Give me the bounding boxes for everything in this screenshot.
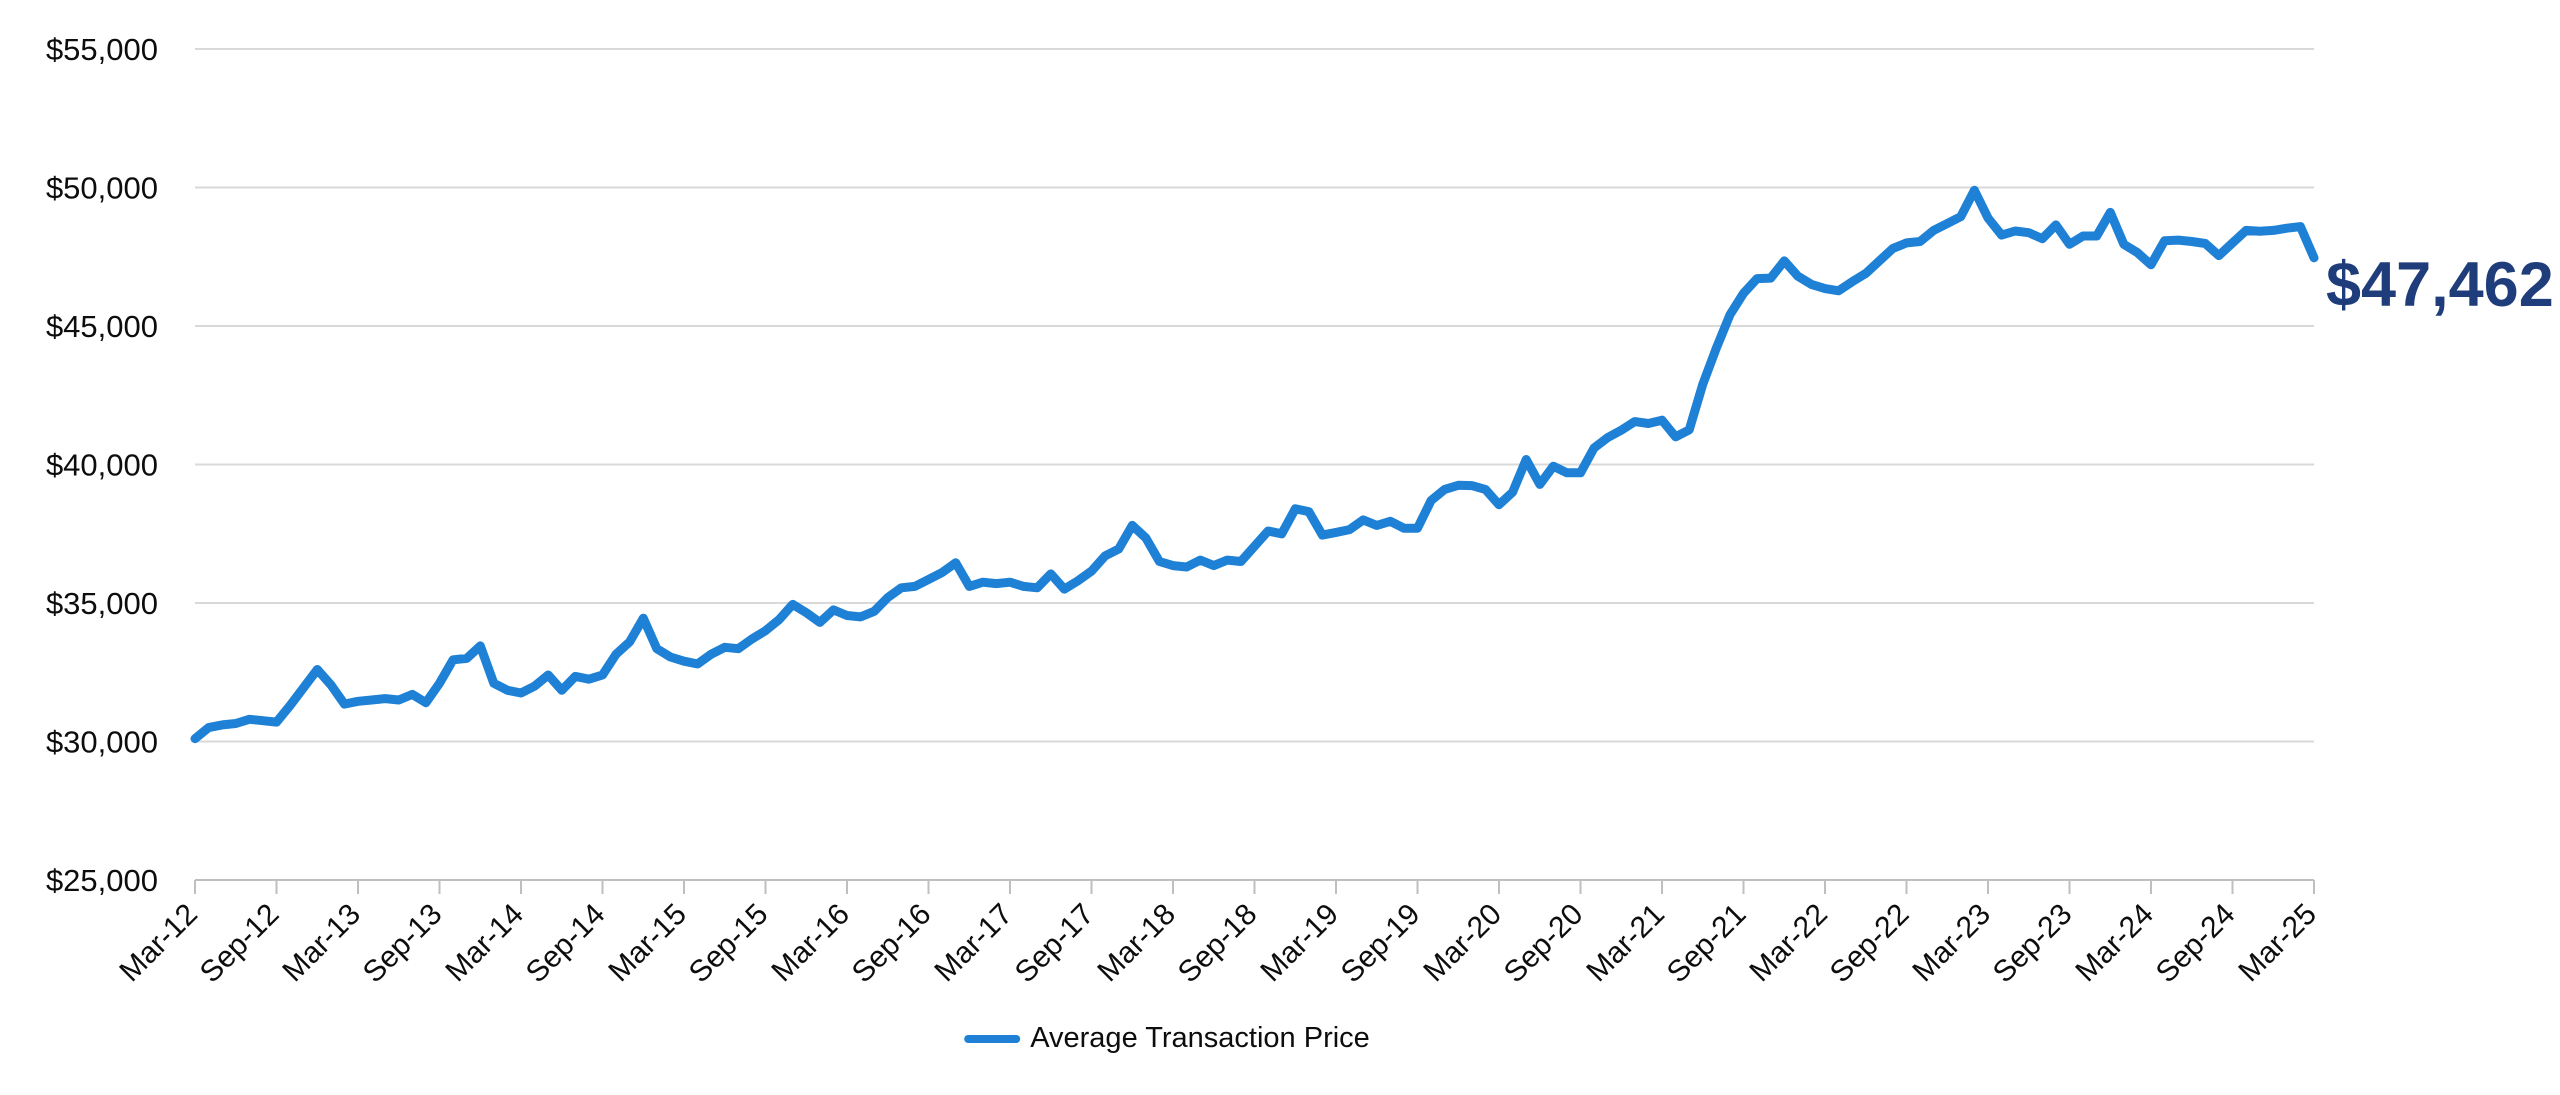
x-axis-tick-label: Mar-25 (2232, 898, 2323, 989)
x-axis-tick-label: Mar-19 (1254, 898, 1345, 989)
legend: Average Transaction Price (964, 1022, 1370, 1055)
x-axis-tick-label: Mar-20 (1417, 898, 1508, 989)
x-axis-tick-label: Mar-22 (1743, 898, 1834, 989)
legend-series-label: Average Transaction Price (1030, 1022, 1370, 1054)
x-axis-tick-label: Sep-19 (1335, 898, 1427, 990)
y-axis-tick-label: $35,000 (46, 586, 158, 621)
y-axis-tick-label: $40,000 (46, 448, 158, 483)
x-axis-tick-label: Mar-17 (928, 898, 1019, 989)
x-axis-tick-label: Sep-15 (683, 898, 775, 990)
x-axis-tick-label: Sep-21 (1661, 898, 1753, 990)
x-axis-tick-label: Mar-13 (276, 898, 367, 989)
x-axis-tick-label: Sep-16 (846, 898, 938, 990)
y-axis-tick-label: $55,000 (46, 32, 158, 67)
x-axis-tick-label: Sep-13 (357, 898, 449, 990)
x-axis-tick-label: Sep-17 (1009, 898, 1101, 990)
y-axis-tick-label: $45,000 (46, 309, 158, 344)
y-axis-tick-label: $30,000 (46, 725, 158, 760)
x-axis-tick-label: Sep-20 (1498, 898, 1590, 990)
x-axis-tick-label: Sep-22 (1824, 898, 1916, 990)
x-axis-tick-label: Sep-24 (2150, 898, 2242, 990)
x-axis-tick-label: Mar-12 (113, 898, 204, 989)
x-axis-tick-label: Mar-18 (1091, 898, 1182, 989)
series-line-average-transaction-price (190, 185, 2319, 744)
x-axis-tick-label: Mar-23 (1906, 898, 1997, 989)
x-axis-tick-label: Sep-12 (194, 898, 286, 990)
x-axis-tick-label: Mar-24 (2069, 898, 2160, 989)
x-axis-tick-label: Mar-14 (439, 898, 530, 989)
last-value-annotation: $47,462 (2326, 250, 2554, 320)
x-axis-tick-label: Mar-21 (1580, 898, 1671, 989)
y-axis-tick-label: $25,000 (46, 863, 158, 898)
x-axis-tick-label: Sep-14 (520, 898, 612, 990)
x-axis-tick-label: Sep-18 (1172, 898, 1264, 990)
x-axis-tick-label: Mar-16 (765, 898, 856, 989)
x-axis-tick-label: Mar-15 (602, 898, 693, 989)
legend-line-swatch (964, 1034, 1021, 1043)
x-axis-tick-label: Sep-23 (1987, 898, 2079, 990)
y-axis-tick-label: $50,000 (46, 171, 158, 206)
